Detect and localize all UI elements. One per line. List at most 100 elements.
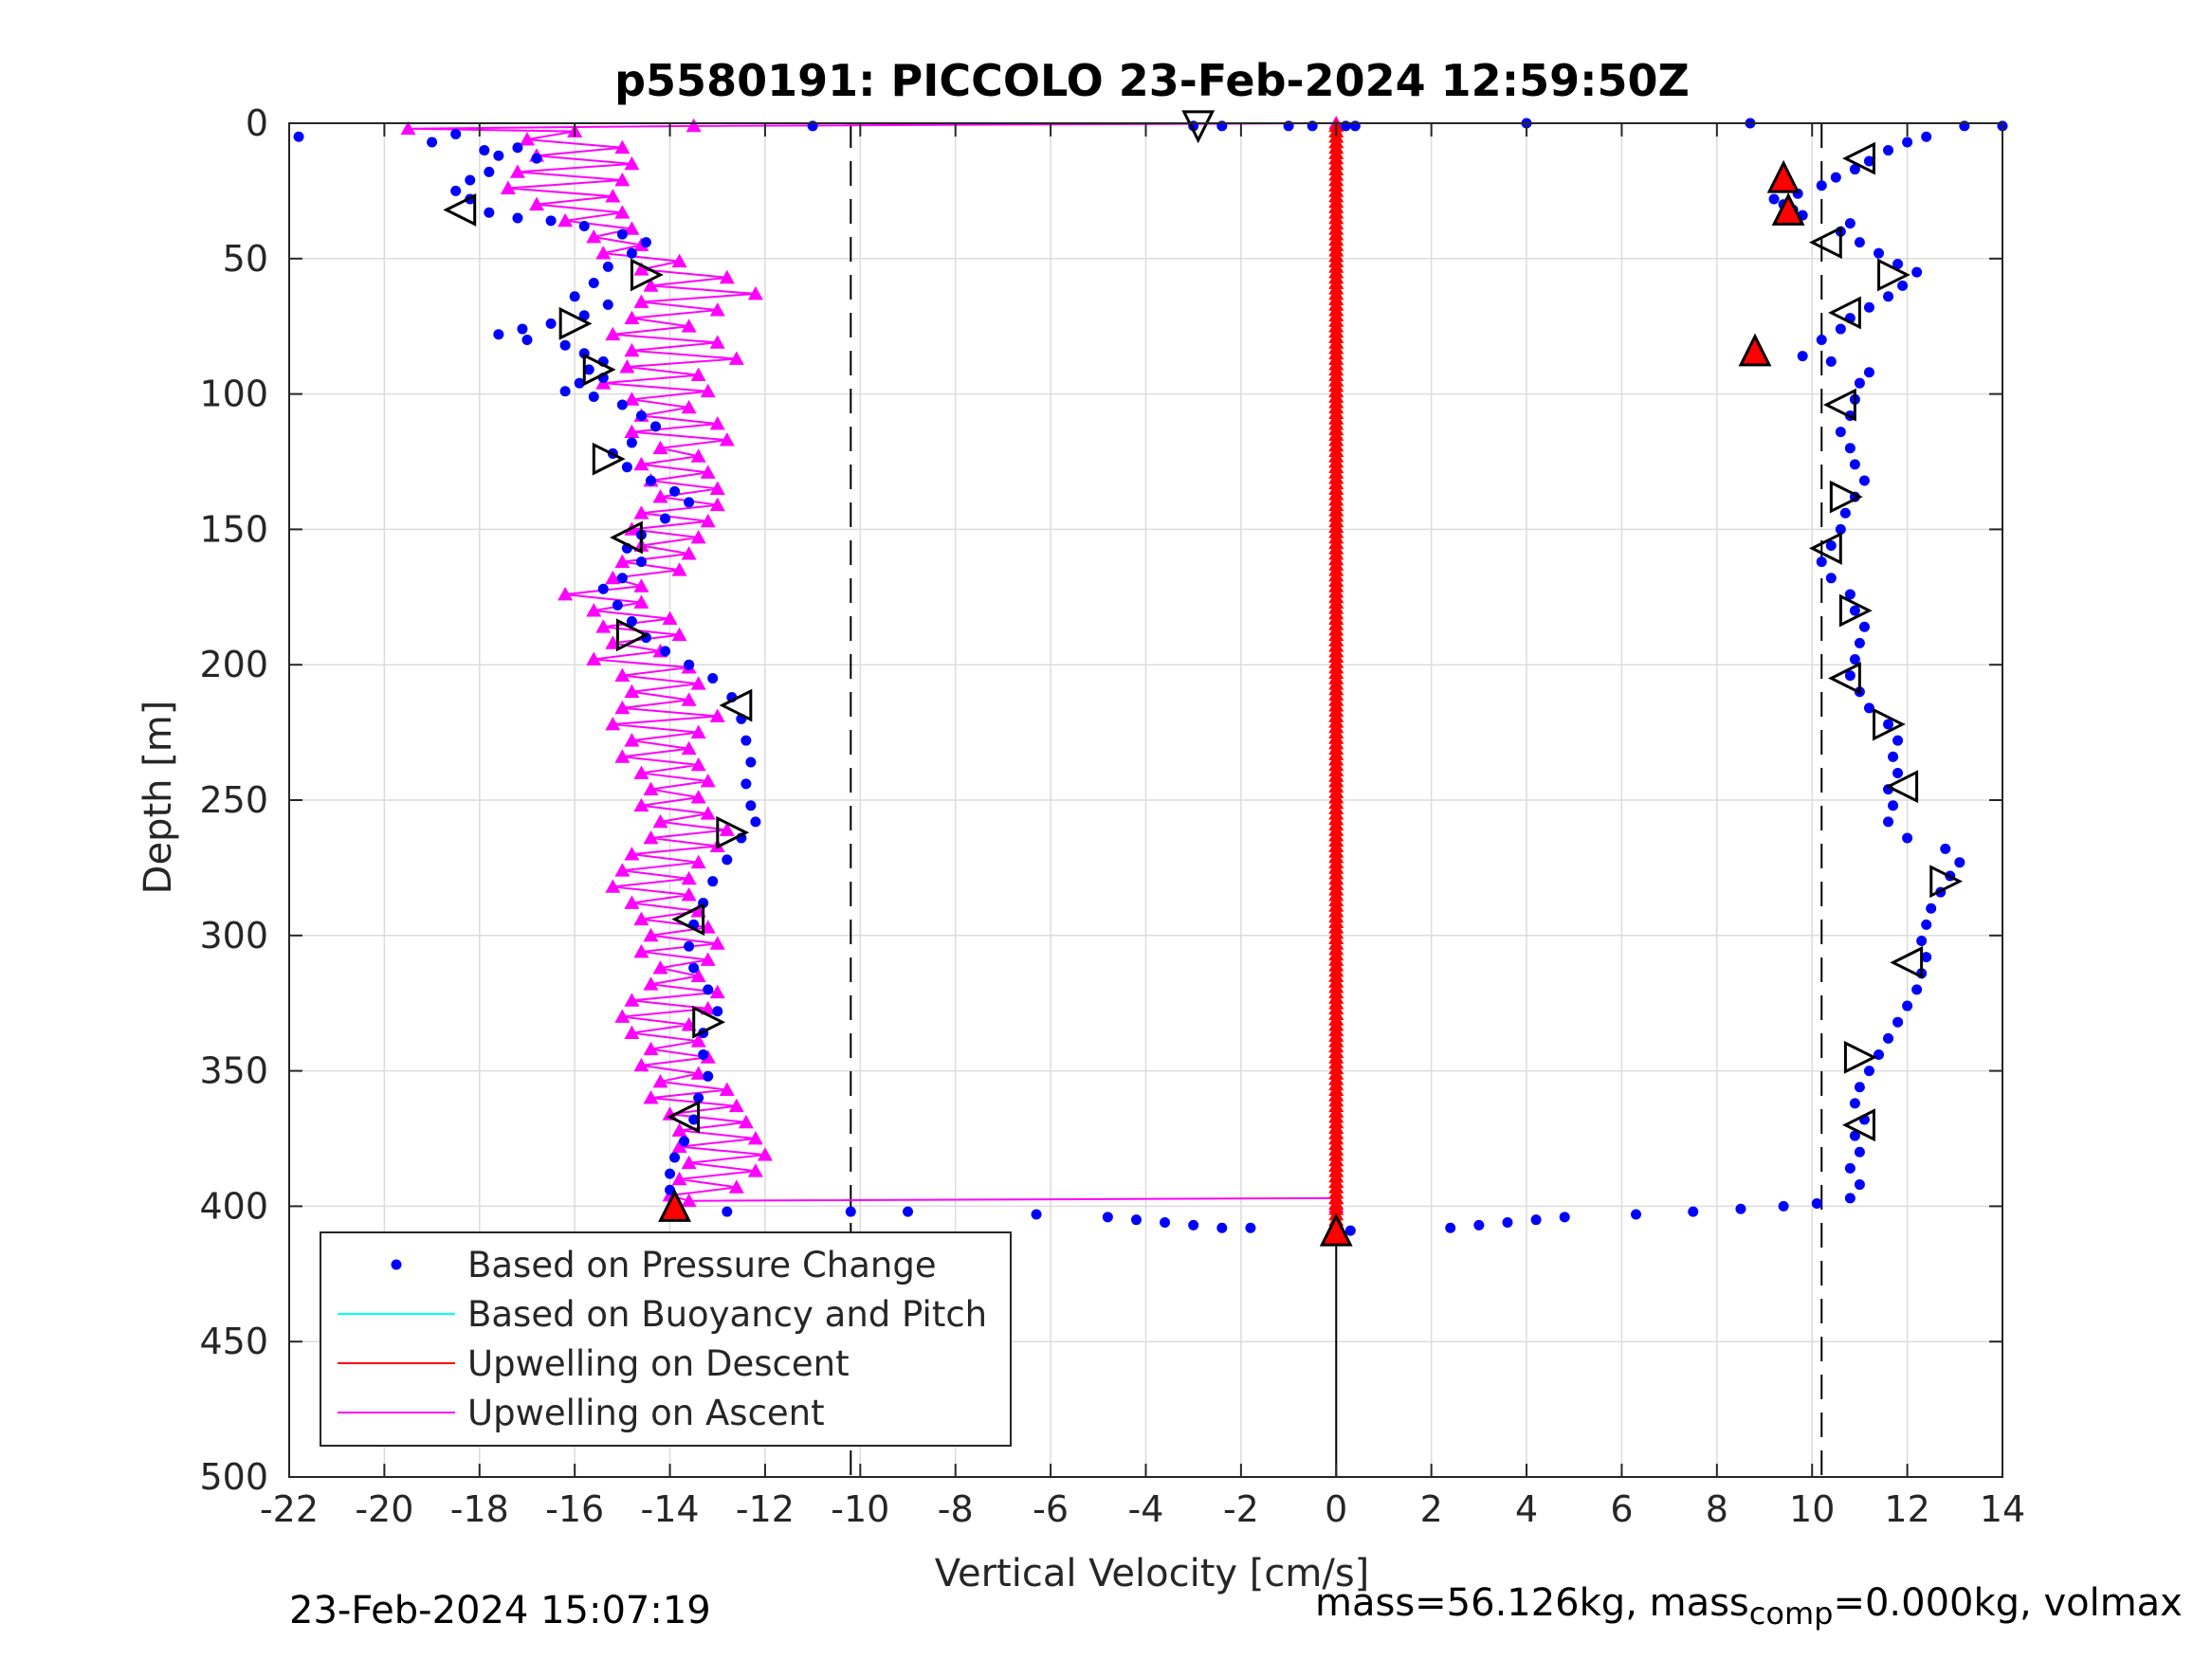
legend-label: Upwelling on Descent xyxy=(467,1343,850,1384)
y-tick-label: 0 xyxy=(246,102,268,144)
series-upwelling-on-ascent xyxy=(400,116,1344,1212)
triangle-marker xyxy=(1890,945,1924,979)
pressure-change-point xyxy=(669,1152,681,1163)
pressure-change-point xyxy=(578,310,590,321)
x-tick-label: 4 xyxy=(1515,1488,1538,1530)
pressure-change-point xyxy=(1902,1000,1913,1012)
series-upwelling-on-descent xyxy=(1328,118,1344,1231)
triangle-marker xyxy=(1738,333,1772,367)
pressure-change-point xyxy=(1631,1209,1642,1220)
legend-box xyxy=(320,1231,1012,1447)
ascent-point xyxy=(700,1000,716,1015)
pressure-change-point xyxy=(559,386,571,397)
ascent-point xyxy=(719,432,735,447)
pressure-change-point xyxy=(1863,155,1874,167)
ascent-point xyxy=(652,489,668,503)
ascent-point xyxy=(686,118,702,133)
ascent-point xyxy=(400,120,416,136)
ascent-point xyxy=(633,294,649,308)
x-tick-label: -20 xyxy=(355,1488,413,1530)
pressure-change-point xyxy=(1768,193,1780,205)
x-tick-label: -18 xyxy=(450,1488,509,1530)
pressure-change-point xyxy=(602,299,613,310)
pressure-change-point xyxy=(1825,573,1837,584)
pressure-change-point xyxy=(1863,301,1874,313)
print-timestamp: 23-Feb-2024 15:07:19 xyxy=(289,1589,711,1632)
triangle-marker xyxy=(630,258,664,292)
triangle-marker xyxy=(1885,770,1919,804)
triangle-marker xyxy=(592,442,626,476)
pressure-change-point xyxy=(1473,1219,1485,1231)
pressure-change-point xyxy=(1844,1193,1856,1204)
pressure-change-point xyxy=(1863,1066,1874,1077)
pressure-change-point xyxy=(707,672,719,684)
y-tick-label: 450 xyxy=(199,1321,268,1362)
ascent-point xyxy=(633,456,649,471)
ascent-point xyxy=(633,594,649,609)
ascent-point xyxy=(614,667,631,683)
y-tick-label: 400 xyxy=(199,1185,268,1227)
pressure-change-point xyxy=(583,364,594,375)
pressure-change-point xyxy=(684,497,695,508)
triangle-marker xyxy=(1808,226,1842,260)
pressure-change-point xyxy=(635,410,647,421)
pressure-change-point xyxy=(517,323,528,335)
ascent-point xyxy=(728,1179,744,1194)
ascent-point xyxy=(652,960,668,975)
ascent-point xyxy=(757,1147,773,1161)
ascent-point xyxy=(671,562,687,576)
pressure-change-point xyxy=(1921,919,1932,930)
pressure-change-point xyxy=(1816,556,1827,568)
y-tick-label: 100 xyxy=(199,374,268,415)
triangle-marker xyxy=(671,902,705,937)
pressure-change-point xyxy=(612,599,623,611)
pressure-change-point xyxy=(1892,735,1904,746)
y-tick-label: 200 xyxy=(199,644,268,685)
ascent-point xyxy=(671,1139,687,1153)
pressure-change-point xyxy=(1849,459,1860,470)
pressure-change-point xyxy=(1844,589,1856,600)
ascent-point xyxy=(652,813,668,829)
legend-swatch-dot xyxy=(391,1259,402,1270)
pressure-change-point xyxy=(1892,767,1904,778)
ascent-point xyxy=(633,911,649,926)
ascent-point xyxy=(681,399,697,414)
pressure-change-point xyxy=(1888,751,1899,762)
pressure-change-point xyxy=(602,261,613,272)
pressure-change-point xyxy=(493,150,504,161)
pressure-change-point xyxy=(450,128,462,139)
x-axis-label: Vertical Velocity [cm/s] xyxy=(935,1552,1370,1595)
ascent-point xyxy=(605,189,621,203)
ascent-point xyxy=(700,513,716,528)
ascent-point xyxy=(643,1090,659,1104)
pressure-change-point xyxy=(545,318,557,329)
pressure-change-point xyxy=(1245,1222,1256,1233)
ascent-point xyxy=(662,611,678,626)
pressure-change-point xyxy=(707,876,719,887)
ascent-point xyxy=(719,269,735,284)
pressure-change-point xyxy=(1688,1206,1699,1217)
pressure-change-point xyxy=(684,940,695,952)
pressure-change-point xyxy=(1844,218,1856,229)
pressure-change-point xyxy=(569,291,580,302)
ascent-point xyxy=(643,1041,659,1056)
ascent-point xyxy=(500,180,516,194)
triangle-marker xyxy=(1808,531,1842,565)
chart-title: p5580191: PICCOLO 23-Feb-2024 12:59:50Z xyxy=(614,55,1690,106)
pressure-change-point xyxy=(1849,1098,1860,1109)
pressure-change-point xyxy=(1916,936,1928,947)
x-tick-label: -4 xyxy=(1128,1488,1164,1530)
pressure-change-point xyxy=(645,475,656,486)
ascent-point xyxy=(529,196,545,211)
triangle-marker xyxy=(1843,1040,1877,1074)
pressure-change-point xyxy=(1854,377,1865,389)
ascent-point xyxy=(662,1106,678,1121)
pressure-change-point xyxy=(684,659,695,670)
pressure-change-point xyxy=(1216,1222,1228,1233)
pressure-change-point xyxy=(621,462,632,473)
x-tick-label: 12 xyxy=(1884,1488,1929,1530)
ascent-point xyxy=(728,1098,744,1113)
pressure-change-point xyxy=(1735,1203,1746,1214)
ascent-point xyxy=(709,984,725,999)
pressure-change-point xyxy=(1844,443,1856,454)
